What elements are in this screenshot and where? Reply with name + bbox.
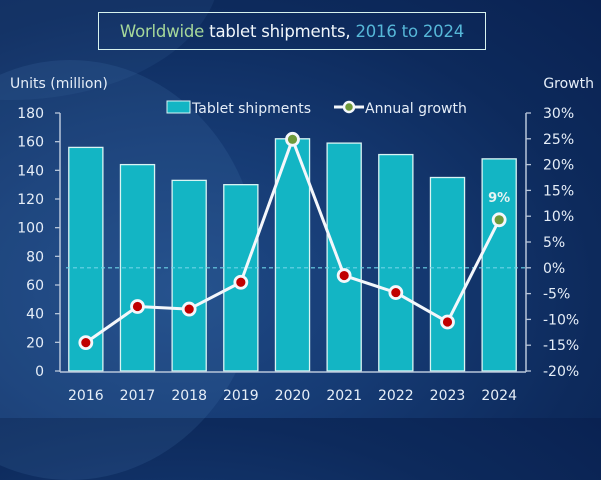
- growth-point-2019: [233, 274, 249, 290]
- bar-2021: [326, 142, 362, 372]
- x-tick-label: 2016: [68, 388, 104, 404]
- y-axis-title: Units (million): [10, 76, 108, 92]
- x-tick-label: 2024: [481, 388, 517, 404]
- growth-point-2023: [440, 314, 455, 330]
- bar-2023: [429, 176, 466, 372]
- x-tick-label: 2020: [275, 388, 311, 404]
- y2-tick-label: 15%: [543, 183, 574, 199]
- y-tick-label: 0: [35, 364, 44, 380]
- legend: Tablet shipments Annual growth: [166, 100, 467, 117]
- bar-2022: [378, 153, 414, 372]
- x-tick-label: 2017: [120, 388, 156, 404]
- y-tick-label: 80: [26, 249, 44, 265]
- legend-marker: [342, 100, 356, 114]
- y-tick-label: 180: [17, 106, 44, 122]
- y2-tick-label: -10%: [543, 312, 579, 328]
- legend-label-growth: Annual growth: [365, 101, 467, 117]
- chart-svg: Units (million) Growth Tablet shipments …: [10, 76, 594, 404]
- title-part-worldwide: Worldwide: [119, 21, 205, 41]
- y-tick-label: 100: [17, 221, 44, 237]
- y-tick-label: 60: [26, 278, 44, 294]
- y2-tick-label: 25%: [543, 132, 574, 148]
- growth-point-2016: [78, 335, 94, 351]
- growth-point-2024: [491, 212, 507, 228]
- y-tick-label: 140: [17, 163, 44, 179]
- x-tick-label: 2018: [171, 388, 207, 404]
- y-tick-label: 120: [17, 192, 44, 208]
- y2-tick-label: 30%: [543, 106, 574, 122]
- bar-2017: [119, 163, 156, 372]
- y2-tick-label: 5%: [543, 235, 565, 251]
- growth-point-2018: [181, 301, 197, 317]
- growth-point-2021: [336, 268, 352, 283]
- legend-label-shipments: Tablet shipments: [191, 101, 311, 117]
- y2-tick-label: 20%: [543, 158, 574, 174]
- title-part-years: 2016 to 2024: [355, 21, 465, 41]
- x-tick-label: 2019: [223, 388, 259, 404]
- x-tick-label: 2022: [378, 388, 414, 404]
- growth-point-2017: [130, 299, 145, 314]
- y2-tick-label: 0%: [543, 261, 565, 277]
- chart-title-box: Worldwide tablet shipments, 2016 to 2024: [98, 12, 486, 50]
- bar-2018: [171, 179, 207, 372]
- data-label-2024: 9%: [488, 191, 510, 206]
- y2-axis-title: Growth: [543, 76, 594, 92]
- y2-tick-label: -20%: [543, 364, 579, 380]
- growth-point-2022: [388, 285, 404, 300]
- growth-point-2020: [285, 131, 300, 147]
- bar-2024: [481, 158, 517, 372]
- y2-tick-label: -5%: [543, 287, 570, 303]
- x-tick-label: 2021: [326, 388, 362, 404]
- legend-swatch-bar: [166, 100, 191, 114]
- y-tick-label: 160: [17, 135, 44, 151]
- y2-tick-label: 10%: [543, 209, 574, 225]
- y2-tick-label: -15%: [543, 338, 579, 354]
- y-tick-label: 20: [26, 335, 44, 351]
- title-part-tablet-shipments: tablet shipments,: [209, 21, 351, 41]
- x-tick-label: 2023: [430, 388, 466, 404]
- y-tick-label: 40: [26, 307, 44, 323]
